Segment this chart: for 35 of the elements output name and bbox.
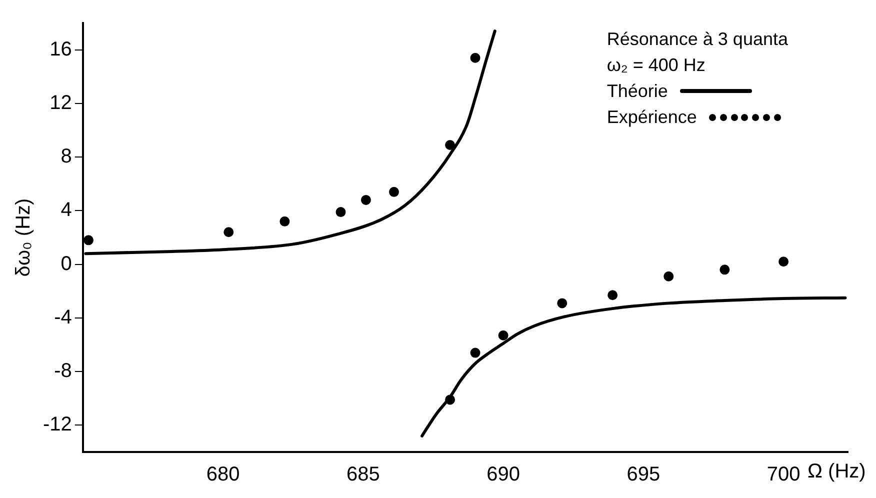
point — [498, 330, 508, 340]
y-tick-label: 0 — [60, 252, 72, 275]
y-tick-label: 12 — [50, 92, 72, 114]
x-tick-label: 695 — [626, 464, 660, 486]
point — [360, 194, 371, 205]
point — [224, 227, 234, 238]
y-tick-label: 8 — [60, 146, 72, 168]
legend-title: Résonance à 3 quanta — [606, 28, 788, 51]
point — [336, 207, 346, 218]
y-axis-title: δω₀ (Hz) — [12, 198, 35, 277]
y-tick-label: -4 — [54, 306, 72, 328]
point — [470, 52, 480, 63]
point — [778, 256, 789, 267]
point — [445, 140, 456, 150]
annotation: ω₂ = 400 Hz — [606, 54, 706, 77]
point — [664, 271, 674, 282]
y-tick-label: -12 — [43, 414, 72, 436]
y-tick-label: 4 — [60, 199, 72, 222]
legend-label: Expérience — [606, 106, 697, 129]
line-series — [420, 296, 847, 438]
point — [84, 235, 94, 246]
point — [280, 216, 290, 226]
point — [608, 290, 618, 300]
point — [470, 348, 480, 358]
y-tick-label: -8 — [54, 360, 72, 382]
point — [557, 298, 568, 308]
y-tick-label: 16 — [50, 38, 72, 60]
x-axis-title: Ω (Hz) — [808, 460, 866, 483]
x-tick-label: 690 — [486, 464, 520, 486]
point — [720, 264, 730, 275]
x-tick-label: 700 — [766, 464, 800, 486]
legend-label: Théorie — [606, 80, 668, 103]
x-tick-label: 685 — [346, 464, 380, 486]
point — [388, 186, 399, 197]
x-tick-label: 680 — [206, 464, 240, 486]
